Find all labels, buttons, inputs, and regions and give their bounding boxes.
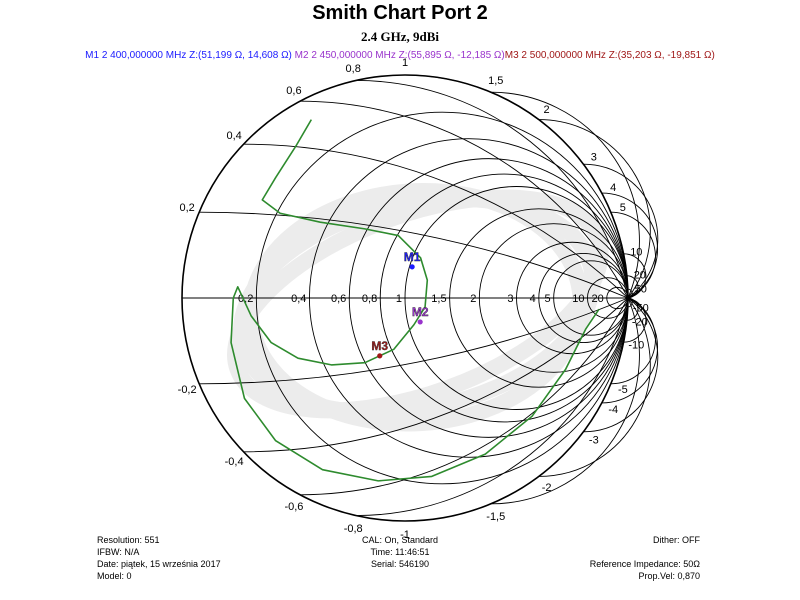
marker-m1-point (409, 264, 415, 270)
reactance-arc (538, 297, 651, 477)
marker-m1-readout: M1 2 400,000000 MHz Z:(51,199 Ω, 14,608 … (85, 50, 292, 61)
marker-m3-label: M3 (371, 339, 388, 353)
resistance-label: 0,4 (291, 293, 306, 305)
grid-labels: 0,2 0,4 0,6 0,8 1 1,5 2 3 4 5 10 200,20,40,60,8 11,5… (178, 57, 649, 541)
reactance-label: -0,6 (284, 501, 303, 513)
marker-m3-point (377, 353, 383, 359)
resistance-label: 0,6 (331, 293, 346, 305)
dither-text: Dither: OFF (652, 535, 700, 545)
model-text: Model: 0 (97, 571, 132, 581)
reactance-label: -50 (633, 302, 649, 314)
reactance-label: 20 (634, 269, 646, 281)
smith-grid (181, 74, 659, 522)
info-left: Resolution: 551 IFBW: N/A Date: piątek, … (97, 534, 221, 582)
info-right: Dither: OFF Reference Impedance: 50Ω Pro… (560, 534, 700, 582)
resistance-label: 20 (592, 293, 604, 305)
reactance-label: 0,2 (180, 202, 195, 214)
resistance-label: 1 (396, 293, 402, 305)
reactance-label: -0,4 (225, 456, 244, 468)
reactance-label: -3 (589, 435, 599, 447)
reactance-label: 5 (620, 202, 626, 214)
reactance-arc (356, 79, 629, 299)
chart-subtitle: 2.4 GHz, 9dBi (360, 29, 439, 44)
prop-vel-text: Prop.Vel: 0,870 (638, 571, 700, 581)
resolution-text: Resolution: 551 (97, 535, 160, 545)
reactance-arc (199, 211, 629, 299)
reactance-arc (300, 100, 629, 299)
reactance-arc (490, 91, 640, 299)
reactance-label: 4 (610, 182, 616, 194)
reactance-label: -1,5 (486, 511, 505, 523)
chart-title: Smith Chart Port 2 (312, 2, 488, 24)
reactance-label: -20 (632, 317, 648, 329)
reactance-label: -4 (608, 404, 618, 416)
reactance-label: 1,5 (488, 75, 503, 87)
impedance-trace-layer (230, 119, 600, 482)
reactance-arc (356, 297, 629, 517)
reactance-arc (627, 297, 633, 308)
resistance-label: 5 (545, 293, 551, 305)
resistance-label: 10 (572, 293, 584, 305)
ifbw-text: IFBW: N/A (97, 547, 140, 557)
reactance-label: 1 (402, 57, 408, 69)
marker-layer: M1 M2 M3 (371, 250, 429, 359)
reactance-label: 10 (630, 246, 642, 258)
resistance-label: 0,8 (362, 293, 377, 305)
reactance-arc (243, 143, 629, 299)
outer-circle (181, 74, 629, 522)
cal-text: CAL: On, Standard (361, 535, 439, 545)
info-center: CAL: On, Standard Time: 11:46:51 Serial:… (360, 534, 440, 570)
marker-m3-readout: M3 2 500,000000 MHz Z:(35,203 Ω, -19,851… (504, 50, 715, 61)
reference-impedance-text: Reference Impedance: 50Ω (589, 559, 700, 569)
reactance-arc (626, 275, 639, 299)
info-spacer (560, 546, 700, 558)
watermark-band (242, 183, 589, 432)
resistance-label: 3 (507, 293, 513, 305)
reactance-label: 2 (544, 104, 550, 116)
resistance-label: 2 (470, 293, 476, 305)
resistance-label: 1,5 (431, 293, 446, 305)
reactance-arc (490, 297, 640, 505)
reactance-label: 3 (591, 151, 597, 163)
reactance-label: -0,2 (178, 384, 197, 396)
reactance-arc (623, 253, 647, 299)
reactance-arc (243, 297, 629, 453)
time-text: Time: 11:46:51 (370, 547, 430, 557)
watermark-band (233, 190, 601, 421)
reactance-arc (199, 297, 629, 385)
marker-readout-bar: M1 2 400,000000 MHz Z:(51,199 Ω, 14,608 … (0, 50, 800, 61)
reactance-arc (300, 297, 629, 496)
reactance-label: 0,8 (346, 63, 361, 75)
impedance-trace (230, 119, 600, 482)
date-text: Date: piątek, 15 września 2017 (97, 559, 221, 569)
reactance-label: -2 (542, 482, 552, 494)
reactance-label: -10 (628, 340, 644, 352)
marker-m1-label: M1 (404, 250, 421, 264)
marker-m2-readout: M2 2 450,000000 MHz Z:(55,895 Ω, -12,185… (294, 50, 505, 61)
marker-m2-point (417, 319, 423, 325)
reactance-label: -5 (618, 384, 628, 396)
reactance-label: 0,4 (226, 130, 241, 142)
serial-text: Serial: 546190 (370, 559, 430, 569)
resistance-label: 4 (530, 293, 536, 305)
reactance-label: -1 (400, 529, 410, 541)
reactance-arc (538, 119, 651, 299)
reactance-label: 50 (635, 284, 647, 296)
reactance-label: -0,8 (344, 523, 363, 535)
marker-m2-label: M2 (412, 305, 429, 319)
reactance-arc (626, 297, 639, 321)
reactance-label: 0,6 (286, 85, 301, 97)
reactance-arc (623, 297, 647, 343)
